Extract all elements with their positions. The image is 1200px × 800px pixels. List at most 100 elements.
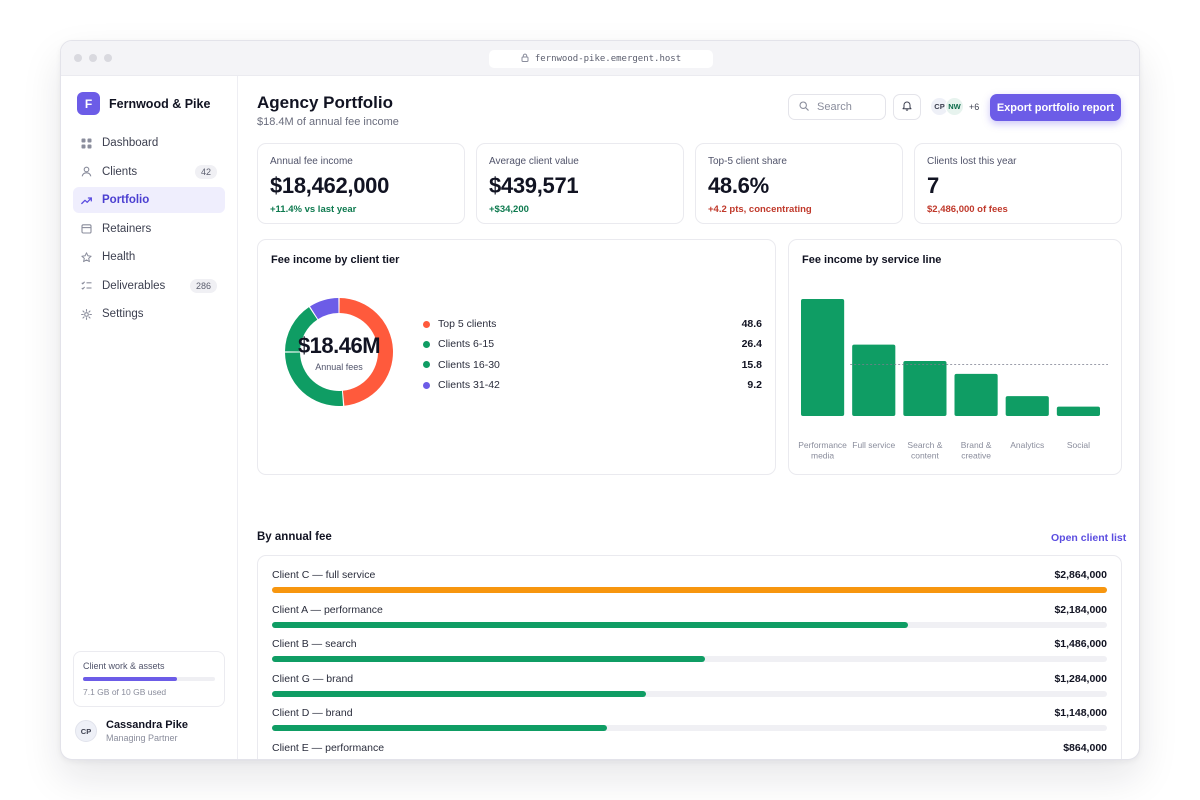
grid-icon — [81, 138, 92, 149]
legend-value: 9.2 — [747, 379, 762, 392]
sidebar-item-dashboard[interactable]: Dashboard — [73, 130, 225, 156]
bar[interactable] — [903, 361, 947, 416]
kpi-delta: +11.4% vs last year — [270, 204, 357, 215]
donut-slice[interactable] — [285, 307, 318, 352]
brand-name: Fernwood & Pike — [109, 96, 211, 111]
fee-bar-fill — [272, 760, 524, 761]
legend-item: Clients 6-15 26.4 — [423, 334, 762, 354]
address-bar[interactable]: fernwood-pike.emergent.host — [489, 50, 713, 68]
donut-slice[interactable] — [339, 298, 394, 406]
donut-slice[interactable] — [310, 298, 339, 320]
sidebar-item-clients[interactable]: Clients 42 — [73, 159, 225, 185]
bar[interactable] — [801, 299, 845, 416]
client-name: Client D — brand — [272, 707, 353, 719]
legend-swatch — [423, 381, 430, 389]
kpi-label: Annual fee income — [270, 156, 353, 167]
bar[interactable] — [1005, 396, 1049, 416]
client-fee: $1,486,000 — [1054, 638, 1107, 650]
kpi-card-clients-lost: Clients lost this year 7 $2,486,000 of f… — [914, 143, 1122, 224]
user-role: Managing Partner — [106, 733, 178, 743]
list-item[interactable]: Client E — performance $864,000 — [272, 741, 1107, 761]
maximize-dot[interactable] — [104, 54, 112, 62]
brand[interactable]: F Fernwood & Pike — [77, 92, 210, 115]
sidebar-item-retainers[interactable]: Retainers — [73, 216, 225, 242]
fee-bar-track — [272, 690, 1107, 697]
x-tick-label: Full service — [852, 440, 895, 450]
search-input[interactable]: Search — [788, 94, 886, 120]
card-title: Fee income by client tier — [271, 254, 400, 266]
client-fee: $864,000 — [1063, 741, 1107, 754]
storage-title: Client work & assets — [83, 661, 165, 671]
kpi-card-top5-share: Top-5 client share 48.6% +4.2 pts, conce… — [695, 143, 903, 224]
search-placeholder: Search — [817, 101, 852, 113]
client-fee: $1,284,000 — [1054, 672, 1107, 685]
donut-center: $18.46M Annual fees — [285, 298, 393, 406]
client-name: Client A — performance — [272, 603, 383, 616]
x-tick-label: Social — [1067, 440, 1090, 450]
kpi-value: 7 — [927, 173, 939, 198]
list-item[interactable]: Client C — full service $2,864,000 — [272, 569, 1107, 604]
fee-bar-track — [272, 760, 1107, 761]
sidebar-item-label: Retainers — [102, 222, 152, 235]
lock-icon — [521, 53, 529, 65]
export-report-button[interactable]: Export portfolio report — [990, 94, 1121, 121]
legend-label: Clients 16-30 — [438, 358, 500, 371]
bar[interactable] — [852, 344, 896, 416]
donut-chart — [285, 298, 394, 406]
sidebar-item-deliverables[interactable]: Deliverables 286 — [73, 273, 225, 299]
list-item[interactable]: Client G — brand $1,284,000 — [272, 673, 1107, 708]
section-title: By annual fee — [257, 531, 332, 543]
legend-value: 26.4 — [741, 338, 762, 351]
sidebar-item-label: Settings — [102, 308, 144, 320]
fee-bar-track — [272, 621, 1107, 628]
user-name: Cassandra Pike — [106, 719, 188, 731]
gear-icon — [81, 308, 92, 320]
legend-item: Clients 16-30 15.8 — [423, 355, 762, 375]
kpi-card-annual-fee-income: Annual fee income $18,462,000 +11.4% vs … — [257, 143, 465, 224]
storage-card: Client work & assets 7.1 GB of 10 GB use… — [73, 651, 225, 707]
kpi-label: Average client value — [489, 156, 579, 167]
kpi-delta: +$34,200 — [489, 204, 529, 215]
sidebar-item-portfolio[interactable]: Portfolio — [73, 187, 225, 213]
sidebar-item-health[interactable]: Health — [73, 244, 225, 270]
client-name: Client G — brand — [272, 672, 354, 685]
sidebar-item-settings[interactable]: Settings — [73, 301, 225, 327]
team-avatars[interactable]: CP NW +6 — [930, 97, 979, 116]
list-item[interactable]: Client D — brand $1,148,000 — [272, 707, 1107, 742]
legend-label: Clients 31-42 — [438, 379, 500, 392]
kpi-value: 48.6% — [708, 173, 769, 198]
fee-bar-fill — [272, 725, 607, 731]
donut-label: Annual fees — [315, 361, 363, 372]
minimize-dot[interactable] — [89, 54, 97, 62]
sidebar-item-label: Dashboard — [102, 137, 159, 149]
sidebar-item-label: Deliverables — [102, 279, 166, 292]
open-client-list-link[interactable]: Open client list — [1051, 532, 1127, 544]
close-dot[interactable] — [74, 54, 82, 62]
title-bar: fernwood-pike.emergent.host — [61, 41, 1139, 76]
user-profile[interactable]: CP Cassandra Pike Managing Partner — [75, 719, 188, 743]
kpi-value: $18,462,000 — [270, 173, 390, 198]
list-item[interactable]: Client B — search $1,486,000 — [272, 638, 1107, 673]
bar[interactable] — [1056, 406, 1100, 416]
card-title: Fee income by service line — [802, 254, 942, 266]
kpi-delta: +4.2 pts, concentrating — [708, 204, 812, 215]
list-item[interactable]: Client A — performance $2,184,000 — [272, 604, 1107, 639]
donut-legend: Top 5 clients 48.6 Clients 6-15 26.4 Cli… — [423, 314, 762, 395]
x-tick-label: Performance — [798, 440, 847, 450]
notifications-button[interactable] — [893, 94, 921, 120]
bar[interactable] — [954, 373, 998, 416]
kpi-label: Clients lost this year — [927, 156, 1017, 167]
client-fee: $1,148,000 — [1054, 707, 1107, 719]
service-chart-card: Fee income by service line Performance me… — [788, 239, 1122, 475]
client-name: Client E — performance — [272, 741, 385, 754]
brand-logo: F — [77, 92, 100, 115]
fee-bar-track — [272, 656, 1107, 662]
url-text: fernwood-pike.emergent.host — [534, 54, 682, 64]
avatar: CP — [75, 720, 97, 742]
more-avatars-count: +6 — [969, 101, 980, 112]
fee-bar-track — [272, 587, 1107, 593]
sidebar: F Fernwood & Pike Dashboard Clients 42 P… — [61, 76, 238, 759]
user-icon — [81, 166, 92, 177]
donut-slice[interactable] — [285, 352, 344, 406]
